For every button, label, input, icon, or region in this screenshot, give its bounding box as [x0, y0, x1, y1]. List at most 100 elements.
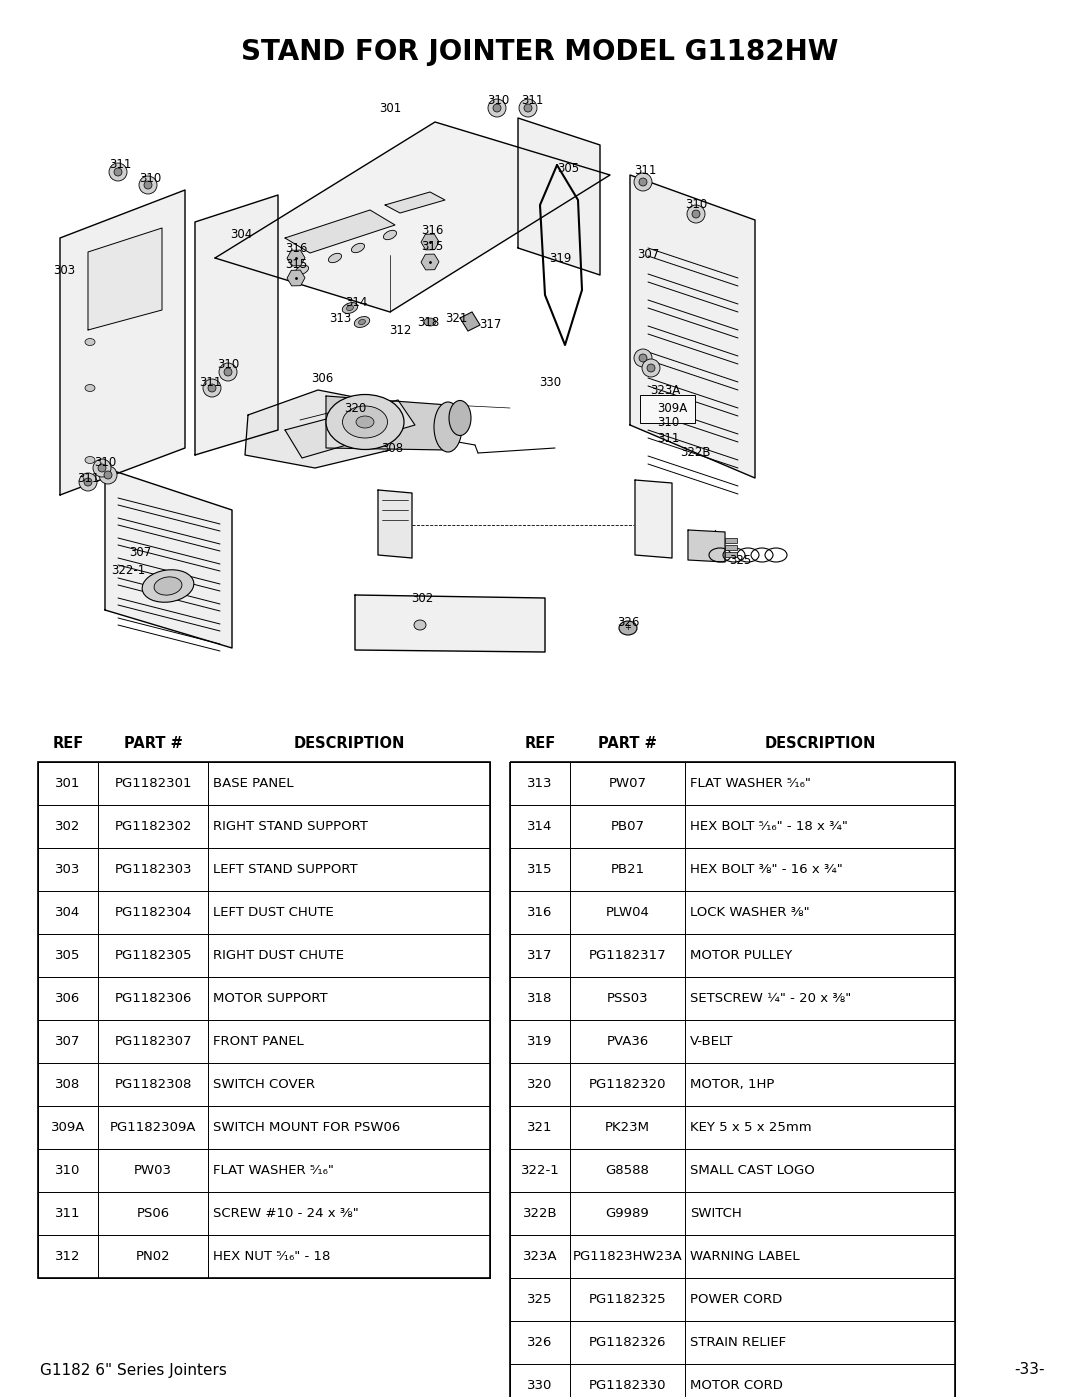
Bar [98, 1148, 208, 1192]
Text: 305: 305 [55, 949, 81, 963]
Ellipse shape [351, 243, 365, 253]
Bar [38, 1148, 490, 1192]
Text: 306: 306 [55, 992, 81, 1004]
Bar [685, 1020, 955, 1063]
Text: 313: 313 [527, 777, 553, 789]
Ellipse shape [296, 265, 309, 275]
Text: PW07: PW07 [608, 777, 647, 789]
Bar [208, 848, 490, 891]
Text: 318: 318 [417, 317, 440, 330]
Bar [570, 1063, 685, 1106]
Text: PG1182326: PG1182326 [589, 1336, 666, 1350]
Text: POWER CORD: POWER CORD [690, 1294, 782, 1306]
Polygon shape [215, 122, 610, 312]
Text: PG1182308: PG1182308 [114, 1078, 191, 1091]
Ellipse shape [687, 205, 705, 224]
Bar [208, 1063, 490, 1106]
Bar [570, 1020, 685, 1063]
Bar [510, 1020, 955, 1063]
Bar [510, 1192, 955, 1235]
Bar [208, 1020, 490, 1063]
Text: RIGHT STAND SUPPORT: RIGHT STAND SUPPORT [213, 820, 368, 833]
Polygon shape [518, 117, 600, 275]
Bar [510, 935, 570, 977]
Ellipse shape [619, 622, 637, 636]
Text: 317: 317 [527, 949, 553, 963]
Text: 320: 320 [343, 401, 366, 415]
Polygon shape [326, 395, 448, 450]
Ellipse shape [109, 163, 127, 182]
Ellipse shape [647, 365, 654, 372]
Bar [685, 1192, 955, 1235]
Bar [685, 1235, 955, 1278]
Text: 308: 308 [381, 441, 403, 454]
Bar [38, 761, 490, 805]
Bar [38, 977, 98, 1020]
Ellipse shape [634, 349, 652, 367]
Text: +: + [624, 623, 632, 633]
Polygon shape [355, 595, 545, 652]
Bar [510, 1322, 955, 1363]
Bar [38, 1063, 98, 1106]
Text: 308: 308 [55, 1078, 81, 1091]
Text: G1182 6" Series Jointers: G1182 6" Series Jointers [40, 1362, 227, 1377]
Text: 310: 310 [55, 1164, 81, 1178]
Ellipse shape [144, 182, 152, 189]
Ellipse shape [224, 367, 232, 376]
Ellipse shape [354, 317, 369, 327]
Text: 325: 325 [729, 553, 751, 567]
Text: 316: 316 [421, 224, 443, 236]
Text: MOTOR CORD: MOTOR CORD [690, 1379, 783, 1391]
Ellipse shape [208, 384, 216, 393]
Bar [510, 761, 570, 805]
Text: RIGHT DUST CHUTE: RIGHT DUST CHUTE [213, 949, 345, 963]
Text: 306: 306 [311, 372, 333, 384]
Ellipse shape [692, 210, 700, 218]
Bar [38, 848, 490, 891]
Bar [208, 1235, 490, 1278]
Ellipse shape [383, 231, 396, 240]
Bar [510, 1106, 570, 1148]
Text: 311: 311 [109, 158, 131, 172]
Bar [510, 1322, 570, 1363]
Polygon shape [87, 228, 162, 330]
Text: PG1182303: PG1182303 [114, 863, 192, 876]
Text: SCREW #10 - 24 x ⅜": SCREW #10 - 24 x ⅜" [213, 1207, 359, 1220]
Text: 311: 311 [199, 376, 221, 388]
Ellipse shape [79, 474, 97, 490]
Text: HEX BOLT ⅜" - 16 x ¾": HEX BOLT ⅜" - 16 x ¾" [690, 863, 842, 876]
Text: PSS03: PSS03 [607, 992, 648, 1004]
Bar [725, 545, 737, 550]
Ellipse shape [434, 402, 462, 453]
Text: 309A: 309A [657, 401, 687, 415]
Polygon shape [245, 390, 395, 468]
Text: FRONT PANEL: FRONT PANEL [213, 1035, 303, 1048]
Bar [725, 552, 737, 557]
Text: PG11823HW23A: PG11823HW23A [572, 1250, 683, 1263]
Bar [510, 761, 955, 805]
Bar [38, 977, 490, 1020]
Text: 302: 302 [55, 820, 81, 833]
Bar [510, 1063, 570, 1106]
Text: 326: 326 [527, 1336, 553, 1350]
Polygon shape [384, 191, 445, 212]
Text: PW03: PW03 [134, 1164, 172, 1178]
Bar [570, 1322, 685, 1363]
Ellipse shape [328, 253, 341, 263]
Bar [38, 935, 490, 977]
Bar [685, 1106, 955, 1148]
Text: PG1182307: PG1182307 [114, 1035, 192, 1048]
Text: 321: 321 [445, 312, 468, 324]
Bar [685, 1278, 955, 1322]
Bar [38, 1192, 490, 1235]
Bar [38, 805, 98, 848]
Bar [510, 848, 570, 891]
Text: PG1182305: PG1182305 [114, 949, 192, 963]
Bar [510, 805, 570, 848]
Text: 316: 316 [285, 242, 307, 254]
Text: PG1182330: PG1182330 [589, 1379, 666, 1391]
Bar [38, 848, 98, 891]
Bar [98, 1192, 208, 1235]
Text: 311: 311 [634, 163, 657, 176]
Ellipse shape [114, 168, 122, 176]
